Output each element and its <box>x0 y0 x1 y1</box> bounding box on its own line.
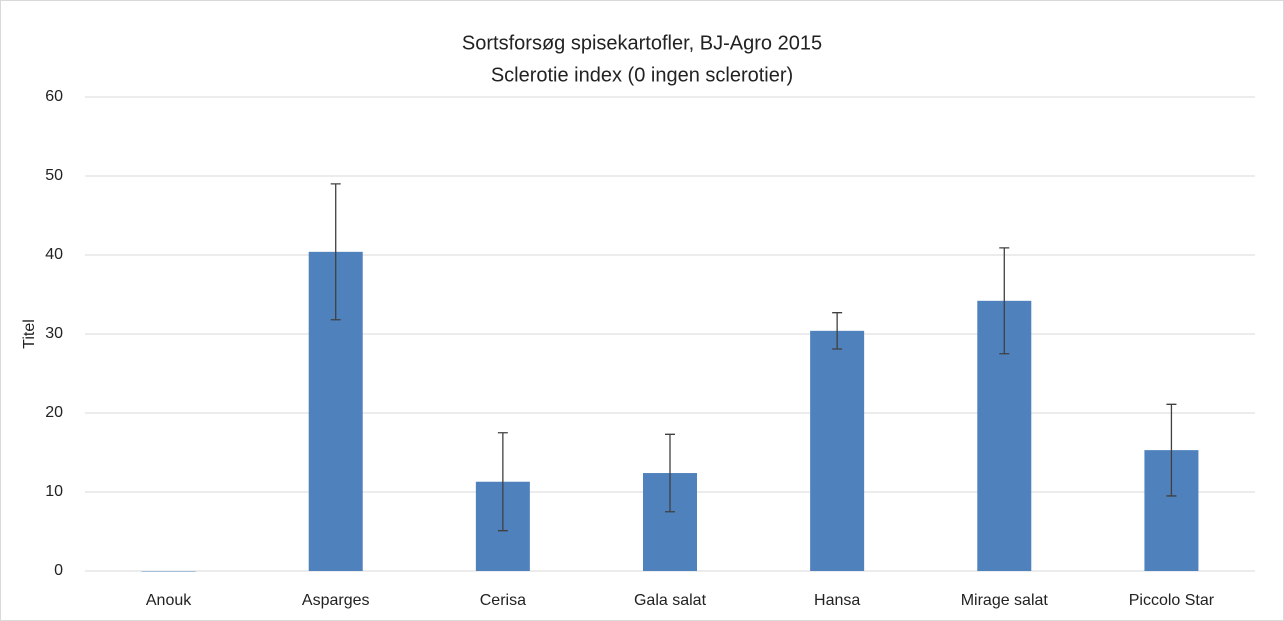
x-tick-label: Cerisa <box>480 592 526 609</box>
y-tick-label: 10 <box>45 483 63 500</box>
error-bar <box>330 183 341 321</box>
error-bar <box>832 312 843 350</box>
bar <box>810 330 865 571</box>
x-tick-label: Mirage salat <box>961 592 1049 609</box>
bar <box>141 571 196 572</box>
error-bar <box>1166 403 1177 497</box>
x-tick-label: Hansa <box>814 592 860 609</box>
error-bar <box>999 247 1010 355</box>
y-tick-label: 60 <box>45 88 63 105</box>
x-tick-label: Gala salat <box>634 592 707 609</box>
y-tick-label: 40 <box>45 246 63 263</box>
chart-subtitle: Sclerotie index (0 ingen sclerotier) <box>491 64 793 86</box>
chart-title: Sortsforsøg spisekartofler, BJ-Agro 2015 <box>462 32 822 54</box>
error-bar <box>665 433 675 513</box>
y-tick-label: 30 <box>45 325 63 342</box>
x-tick-label: Piccolo Star <box>1129 592 1215 609</box>
y-tick-label: 0 <box>54 562 63 579</box>
x-tick-label: Anouk <box>146 592 192 609</box>
y-tick-label: 50 <box>45 167 63 184</box>
y-tick-label: 20 <box>45 404 63 421</box>
error-bar <box>497 432 508 532</box>
y-axis-label: Titel <box>21 319 38 349</box>
x-tick-label: Asparges <box>302 592 370 609</box>
